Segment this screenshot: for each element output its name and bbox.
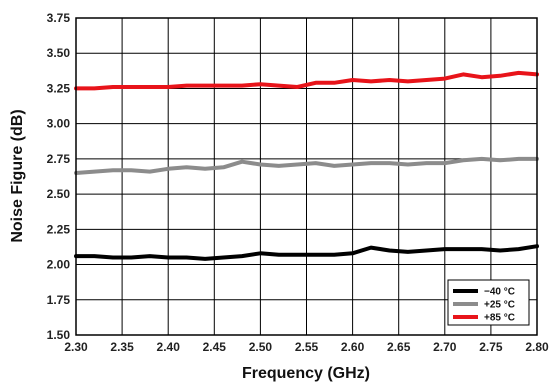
y-tick-label: 3.75 [47,11,71,25]
y-axis-title: Noise Figure (dB) [9,109,26,242]
x-axis-title: Frequency (GHz) [242,365,370,382]
y-tick-label: 3.50 [47,46,71,60]
y-tick-label: 3.25 [47,81,71,95]
x-tick-label: 2.75 [479,340,503,354]
y-tick-label: 2.25 [47,222,71,236]
legend: −40 °C +25 °C +85 °C [447,279,530,326]
x-tick-label: 2.70 [433,340,457,354]
x-tick-label: 2.50 [249,340,273,354]
y-tick-label: 2.50 [47,187,71,201]
series-line-2 [74,70,539,91]
x-tick-label: 2.35 [110,340,134,354]
x-tick-label: 2.40 [157,340,181,354]
y-tick-label: 2.75 [47,152,71,166]
x-tick-label: 2.30 [64,340,88,354]
series-line-1 [74,156,539,175]
series-layer [74,70,539,261]
x-tick-label: 2.60 [341,340,365,354]
y-tick-label: 3.00 [47,117,71,131]
x-tick-label: 2.45 [203,340,227,354]
x-tick-label: 2.80 [525,340,549,354]
series-line-0 [74,244,539,261]
y-tick-label: 1.50 [47,328,71,342]
legend-label-2: +85 °C [484,313,515,324]
y-tick-label: 2.00 [47,258,71,272]
legend-label-1: +25 °C [484,300,515,311]
x-tick-labels: 2.30 2.35 2.40 2.45 2.50 2.55 2.60 2.65 2.70 2.75… [64,340,549,354]
legend-label-0: −40 °C [484,287,515,298]
y-tick-labels: 1.50 1.75 2.00 2.25 2.50 2.75 3.00 3.25 3.50 3.75 [47,11,71,342]
x-tick-label: 2.55 [295,340,319,354]
y-tick-label: 1.75 [47,293,71,307]
plot-frame [75,17,538,336]
x-tick-label: 2.65 [387,340,411,354]
